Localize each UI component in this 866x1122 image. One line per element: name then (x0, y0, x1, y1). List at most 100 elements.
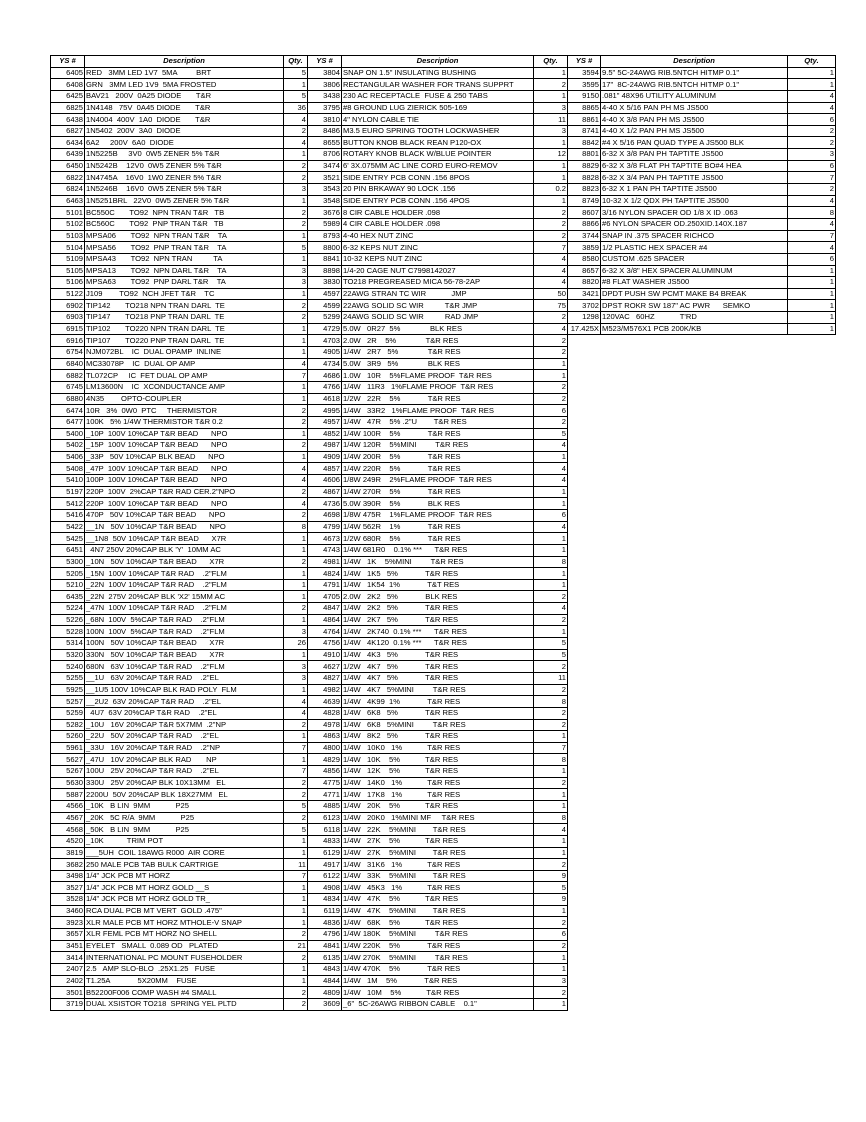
quantity: 2 (533, 858, 568, 871)
table-row: 4799 1/4W 562R 1% T&R RES 4 (307, 520, 568, 534)
qty-header: Qty. (787, 55, 836, 68)
quantity: 4 (283, 474, 308, 487)
description: SIDE ENTRY PCB CONN .156 8POS (341, 171, 534, 185)
ys-number: 6123 (307, 811, 342, 825)
description: _33U 16V 20%CAP T&R RAD .2"NP (84, 741, 284, 755)
ys-number: 5105 (50, 264, 85, 278)
quantity: 4 (533, 439, 568, 452)
description: TIP147 TO218 PNP TRAN DARL TE (84, 311, 284, 324)
table-row: 4673 1/2W 680R 5% T&R RES 1 (307, 532, 568, 545)
table-row: 5400 _10P 100V 10%CAP T&R BEAD NPO 1 (50, 427, 308, 441)
table-row: 4863 1/4W 8K2 5% T&R RES 1 (307, 730, 568, 743)
ys-number: 3474 (307, 159, 342, 173)
ys-number: 4827 (307, 671, 342, 685)
table-row: 4764 1/4W 2K740 0.1% *** T&R RES 1 (307, 625, 568, 639)
quantity: 1 (533, 357, 568, 371)
table-row: 3438 230 AC RECEPTACLE FUSE & 250 TABS 1 (307, 89, 568, 103)
table-row: 4599 22AWG SOLID SC WIR T&R JMP 75 (307, 299, 568, 313)
quantity: 2 (533, 939, 568, 953)
table-row: 6435 _22N 275V 20%CAP BLK 'X2' 15MM AC 1 (50, 590, 308, 604)
ys-number: 3810 (307, 113, 342, 126)
ys-number: 8741 (567, 124, 601, 138)
ys-number: 3414 (50, 951, 85, 964)
ys-number: 4910 (307, 648, 342, 662)
table-row: 6880 4N35 OPTO-COUPLER 1 (50, 392, 308, 406)
ys-number: 5408 (50, 462, 85, 476)
ys-number: 4867 (307, 485, 342, 499)
quantity: 7 (533, 741, 568, 755)
ys-number: 5228 (50, 625, 85, 639)
table-row: 6123 1/4W 20K0 1%MINI MF T&R RES 8 (307, 811, 568, 825)
ys-number: 5627 (50, 753, 85, 767)
quantity: 1 (283, 380, 308, 394)
description: _22N 275V 20%CAP BLK 'X2' 15MM AC (84, 590, 284, 604)
table-row: 4743 1/4W 681R0 0.1% *** T&R RES 1 (307, 543, 568, 557)
table-row: 5406 _33P 50V 10%CAP BLK BEAD NPO 1 (50, 450, 308, 464)
ys-number: 6450 (50, 159, 85, 173)
description: _10N 50V 10%CAP T&R BEAD X7R (84, 555, 284, 569)
ys-number: 6824 (50, 183, 85, 196)
description: MPSA13 TO92 NPN DARL T&R TA (84, 264, 284, 278)
description: _15N 100V 10%CAP T&R RAD .2"FLM (84, 567, 284, 580)
quantity: 3 (533, 101, 568, 115)
table-row: 6825 1N4148 75V 0A45 DIODE T&R 36 (50, 101, 308, 115)
quantity: 5 (533, 648, 568, 662)
description: M3.5 EURO SPRING TOOTH LOCKWASHER (341, 124, 534, 138)
table-row: 5105 MPSA13 TO92 NPN DARL T&R TA 3 (50, 264, 308, 278)
table-row: 5260 _22U 50V 20%CAP T&R RAD .2"EL 1 (50, 730, 308, 743)
parts-table-middle: YS # Description Qty. 3804 SNAP ON 1.5" INSU… (307, 55, 568, 1011)
description: 1/4W 4K7 5% T&R RES (341, 671, 534, 685)
ys-number: 4736 (307, 497, 342, 510)
description: 1/4W 20K 5% T&R RES (341, 800, 534, 813)
quantity: 2 (533, 229, 568, 243)
table-row: 5103 MPSA06 TO92 NPN TRAN T&R TA 1 (50, 229, 308, 243)
header-row: YS # Description Qty. (567, 55, 836, 68)
ys-number: 4957 (307, 415, 342, 429)
ys-number: 5406 (50, 450, 85, 464)
quantity: 4 (533, 520, 568, 534)
description: ___5UH COIL 18AWG R000 AIR CORE (84, 846, 284, 860)
description: 330N 50V 10%CAP T&R BEAD X7R (84, 648, 284, 662)
ys-number: 4734 (307, 357, 342, 371)
quantity: 2 (533, 206, 568, 219)
description: MPSA56 TO92 PNP TRAN T&R TA (84, 241, 284, 254)
table-row: 5402 _15P 100V 10%CAP T&R BEAD NPO 2 (50, 439, 308, 452)
quantity: 4 (533, 602, 568, 615)
quantity: 2 (283, 788, 308, 801)
table-row: 6477 100K 5% 1/4W THERMISTOR T&R 0.2 2 (50, 415, 308, 429)
ys-number: 6903 (50, 311, 85, 324)
ys-number: 8898 (307, 264, 342, 278)
description: BUTTON KNOB BLACK REAN P120-OX (341, 136, 534, 150)
quantity: 1 (283, 683, 308, 697)
description: 1N4004 400V 1A0 DIODE T&R (84, 113, 284, 126)
description: 6-32 KEPS NUT ZINC (341, 241, 534, 254)
ys-number: 3528 (50, 893, 85, 906)
ys-number: 5210 (50, 578, 85, 592)
ys-number: 8793 (307, 229, 342, 243)
table-row: 4885 1/4W 20K 5% T&R RES 1 (307, 800, 568, 813)
table-row: 6135 1/4W 270K 5%MINI T&R RES 1 (307, 951, 568, 964)
quantity: 4 (787, 101, 836, 115)
table-row: 8801 6-32 X 3/8 PAN PH TAPTITE JS500 3 (567, 148, 836, 161)
quantity: 1 (533, 194, 568, 208)
description: 24AWG SOLID SC WIR RAD JMP (341, 311, 534, 324)
table-row: 5300 _10N 50V 10%CAP T&R BEAD X7R 2 (50, 555, 308, 569)
quantity: 2 (533, 217, 568, 231)
quantity: 5 (283, 241, 308, 254)
quantity: 8 (533, 753, 568, 767)
quantity: 2 (533, 334, 568, 348)
ys-number: 8842 (567, 136, 601, 150)
description: 4U7 63V 20%CAP T&R RAD .2"EL (84, 706, 284, 720)
quantity: 1 (787, 299, 836, 313)
description: M523/M576X1 PCB 200K/KB (600, 322, 788, 336)
description: __1N8 50V 10%CAP T&R BEAD X7R (84, 532, 284, 545)
description-header: Description (84, 55, 284, 68)
description: XLR MALE PCB MT HORZ MTHOLE-V SNAP (84, 916, 284, 930)
ys-number: 6129 (307, 846, 342, 860)
ys-number: 5299 (307, 311, 342, 324)
ys-number: 8486 (307, 124, 342, 138)
ys-number: 5240 (50, 660, 85, 673)
quantity: 2 (283, 555, 308, 569)
quantity: 2 (533, 613, 568, 627)
quantity: 2 (283, 415, 308, 429)
